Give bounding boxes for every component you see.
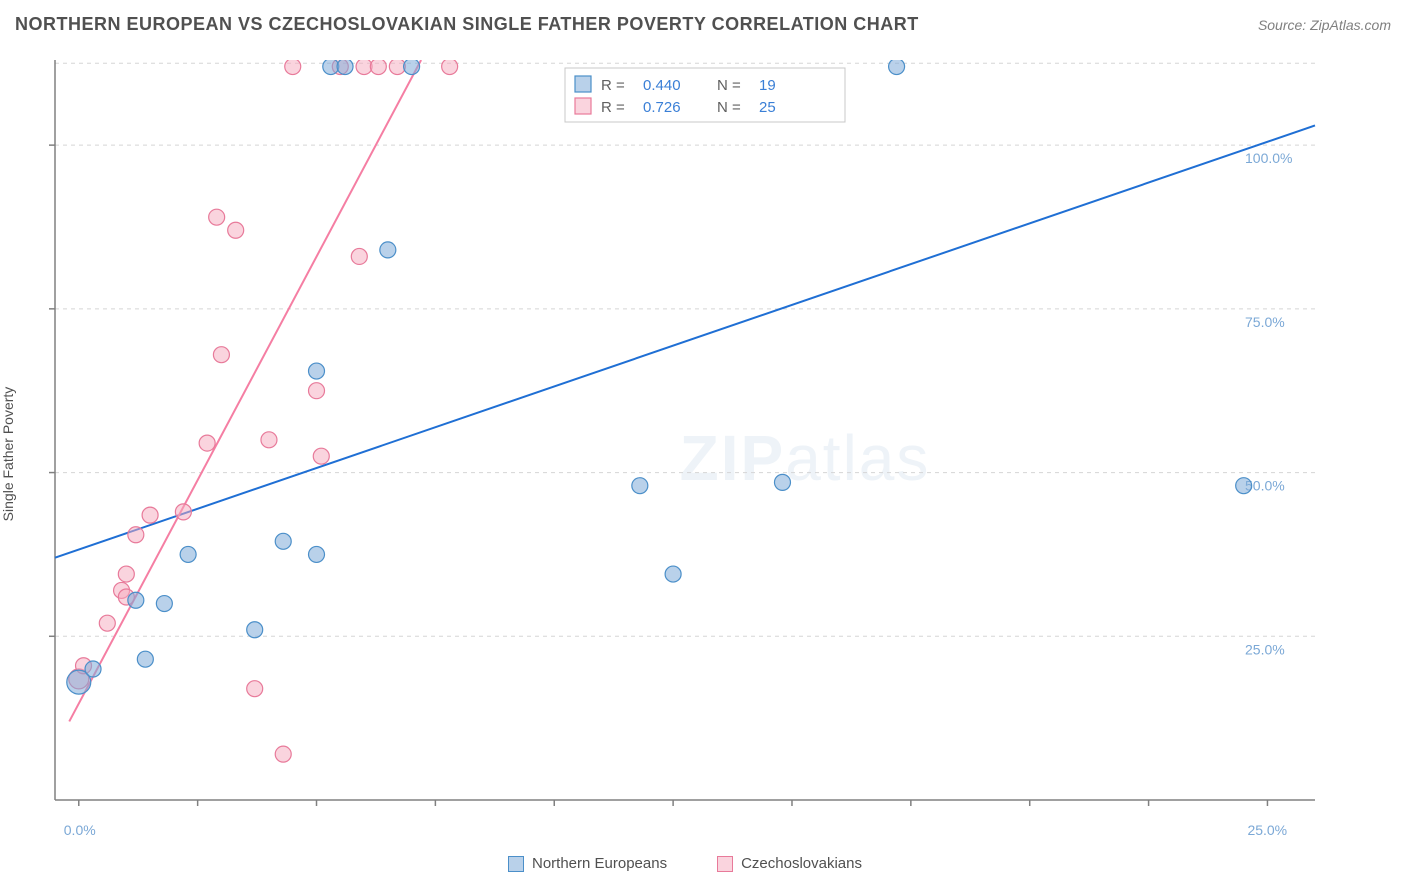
stats-r-label-1: R =: [601, 99, 625, 116]
header: NORTHERN EUROPEAN VS CZECHOSLOVAKIAN SIN…: [15, 14, 1391, 35]
stats-r-value-1: 0.726: [643, 99, 681, 116]
bottom-legend: Northern Europeans Czechoslovakians: [45, 855, 1325, 872]
legend-label-pink: Czechoslovakians: [741, 855, 862, 872]
stats-swatch-blue: [575, 76, 591, 92]
stats-n-label-0: N =: [717, 77, 741, 94]
stats-swatch-pink: [575, 98, 591, 114]
legend-swatch-pink: [717, 856, 733, 872]
y-tick-labels: 25.0%50.0%75.0%100.0%: [1245, 150, 1292, 657]
trend-line-pink: [69, 60, 421, 721]
legend-swatch-blue: [508, 856, 524, 872]
stats-r-label-0: R =: [601, 77, 625, 94]
x-tick-label-0: 0.0%: [64, 822, 96, 838]
scatter-blue: [67, 60, 1252, 694]
scatter-pink: [69, 60, 458, 762]
y-axis-label: Single Father Poverty: [0, 387, 16, 522]
stats-n-label-1: N =: [717, 99, 741, 116]
legend-item-pink: Czechoslovakians: [717, 855, 862, 872]
stats-box: R = 0.440 N = 19 R = 0.726 N = 25: [565, 68, 845, 122]
legend-item-blue: Northern Europeans: [508, 855, 667, 872]
plot-area: ZIPatlas 25.0%50.0%75.0%100.0% R = 0.440…: [45, 60, 1325, 820]
stats-r-value-0: 0.440: [643, 77, 681, 94]
svg-text:100.0%: 100.0%: [1245, 150, 1292, 166]
watermark-text: ZIPatlas: [680, 422, 931, 494]
chart-title: NORTHERN EUROPEAN VS CZECHOSLOVAKIAN SIN…: [15, 14, 919, 35]
stats-n-value-1: 25: [759, 99, 776, 116]
x-tick-label-1: 25.0%: [1247, 822, 1287, 838]
svg-text:25.0%: 25.0%: [1245, 641, 1285, 657]
source-label: Source: ZipAtlas.com: [1258, 17, 1391, 33]
grid-lines: [55, 63, 1315, 636]
legend-label-blue: Northern Europeans: [532, 855, 667, 872]
plot-svg: ZIPatlas 25.0%50.0%75.0%100.0% R = 0.440…: [45, 60, 1325, 820]
stats-n-value-0: 19: [759, 77, 776, 94]
axis-ticks: [49, 145, 1267, 806]
svg-text:75.0%: 75.0%: [1245, 314, 1285, 330]
